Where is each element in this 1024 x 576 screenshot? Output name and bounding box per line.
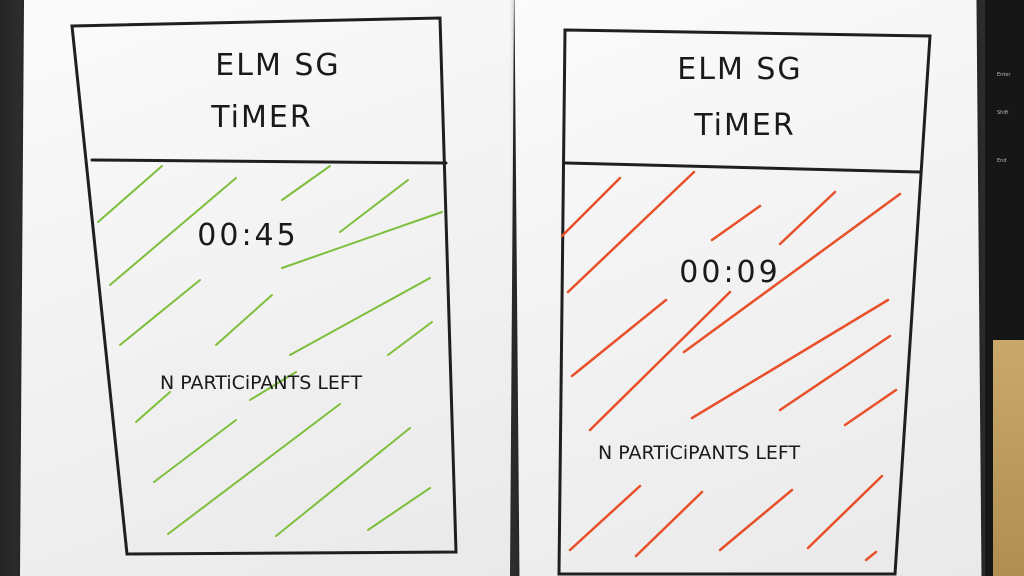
hatch-stroke xyxy=(119,279,201,346)
mockup-right-hatching xyxy=(560,170,902,562)
left-title-line1: ELM SG xyxy=(215,48,341,83)
right-timer-display: 00:09 xyxy=(679,255,781,290)
key-label-enter: Enter xyxy=(997,72,1011,78)
wood-panel xyxy=(993,340,1024,576)
hatch-stroke xyxy=(864,550,878,562)
left-participants-left: N PARTiCiPANTS LEFT xyxy=(160,372,363,394)
hatch-stroke xyxy=(153,419,237,483)
mockup-right-frame xyxy=(557,28,932,576)
hatch-stroke xyxy=(275,427,411,537)
right-title-line1: ELM SG xyxy=(677,52,803,87)
right-title-line2: TiMER xyxy=(694,108,796,143)
hatch-stroke xyxy=(215,294,273,346)
hatch-stroke xyxy=(387,321,433,356)
left-timer-display: 00:45 xyxy=(197,218,299,253)
hatch-stroke xyxy=(109,177,237,286)
key-label-shift: Shift xyxy=(997,110,1009,116)
right-participants-left: N PARTiCiPANTS LEFT xyxy=(598,442,801,464)
hatch-stroke xyxy=(718,488,794,552)
hatch-stroke xyxy=(281,211,443,269)
hatch-stroke xyxy=(249,371,297,401)
hatch-stroke xyxy=(806,474,884,550)
hatch-stroke xyxy=(778,190,837,246)
hatch-stroke xyxy=(588,290,732,432)
left-title-line2: TiMER xyxy=(211,100,313,135)
hatch-stroke xyxy=(570,298,668,378)
hatch-stroke xyxy=(568,484,642,552)
hatch-stroke xyxy=(710,204,762,242)
hatch-stroke xyxy=(566,170,696,294)
hatch-stroke xyxy=(682,192,902,354)
hatch-stroke xyxy=(367,487,431,531)
hatch-stroke xyxy=(135,391,171,423)
keyboard-edge: Enter Shift End xyxy=(985,0,1024,576)
hatch-stroke xyxy=(339,179,409,233)
hatch-stroke xyxy=(167,403,341,535)
hatch-stroke xyxy=(843,388,898,427)
hatch-stroke xyxy=(97,165,163,223)
hatch-stroke xyxy=(289,277,431,356)
hatch-stroke xyxy=(778,334,892,412)
hatch-stroke xyxy=(634,490,704,558)
hatch-stroke xyxy=(560,176,622,238)
key-label-end: End xyxy=(997,158,1007,164)
hatch-stroke xyxy=(690,298,890,420)
mockup-left-frame xyxy=(70,16,458,556)
hatch-stroke xyxy=(281,165,331,201)
mockup-left-hatching xyxy=(97,165,443,537)
